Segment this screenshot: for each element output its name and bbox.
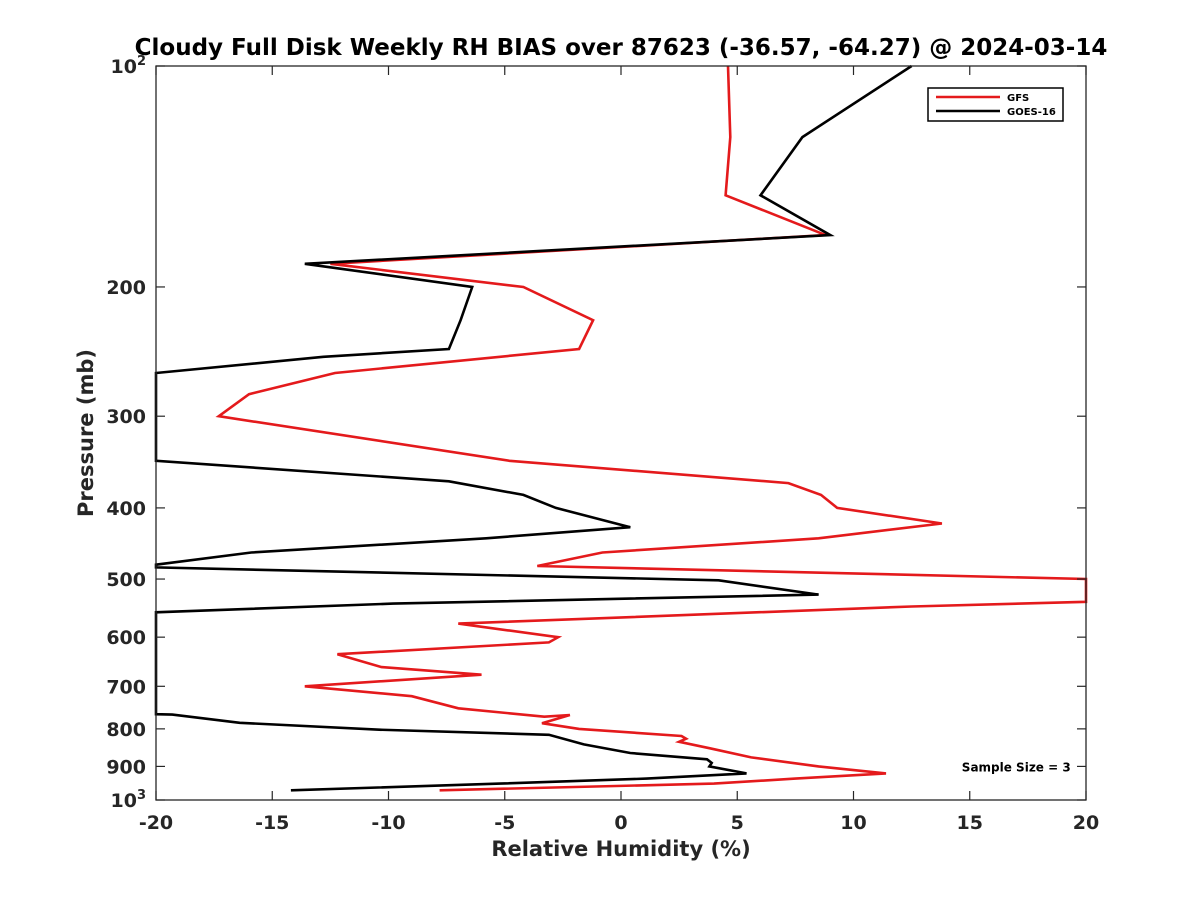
chart-title: Cloudy Full Disk Weekly RH BIAS over 876… [135, 35, 1108, 61]
series-layer [154, 64, 1088, 792]
y-axis-ticks: 102 200 300 400 500 600 700 800 900 103 [106, 54, 1086, 812]
y-tick-label: 103 [111, 788, 147, 812]
x-tick-label: -15 [255, 812, 289, 834]
y-tick-label: 700 [106, 676, 146, 698]
x-tick-label: -5 [494, 812, 515, 834]
x-tick-label: -10 [371, 812, 405, 834]
y-tick-label: 800 [106, 719, 146, 741]
y-tick-label: 900 [106, 756, 146, 778]
legend-label-goes-16: GOES-16 [1007, 107, 1056, 118]
y-tick-label: 400 [106, 498, 146, 520]
y-tick-label: 600 [106, 627, 146, 649]
y-tick-label: 300 [106, 406, 146, 428]
x-tick-label: 0 [614, 812, 627, 834]
legend-label-gfs: GFS [1007, 93, 1029, 104]
sample-size-annotation: Sample Size = 3 [962, 760, 1071, 774]
x-tick-label: 10 [840, 812, 866, 834]
x-tick-label: 5 [731, 812, 744, 834]
legend: GFS GOES-16 [927, 87, 1064, 122]
y-tick-label: 200 [106, 277, 146, 299]
x-tick-label: 15 [957, 812, 983, 834]
y-axis-label: Pressure (mb) [74, 349, 98, 517]
series-line-goes-16 [154, 64, 913, 792]
x-axis-label: Relative Humidity (%) [491, 837, 750, 861]
series-line-gfs [215, 65, 1088, 792]
annotations: Sample Size = 3 [962, 760, 1071, 774]
legend-box [927, 87, 1064, 122]
x-tick-label: 20 [1073, 812, 1099, 834]
plot-area-frame [155, 65, 1087, 801]
y-tick-label: 500 [106, 569, 146, 591]
y-tick-label: 102 [111, 54, 147, 78]
x-axis-ticks: -20 -15 -10 -5 0 5 10 15 20 [139, 66, 1099, 834]
x-tick-label: -20 [139, 812, 173, 834]
